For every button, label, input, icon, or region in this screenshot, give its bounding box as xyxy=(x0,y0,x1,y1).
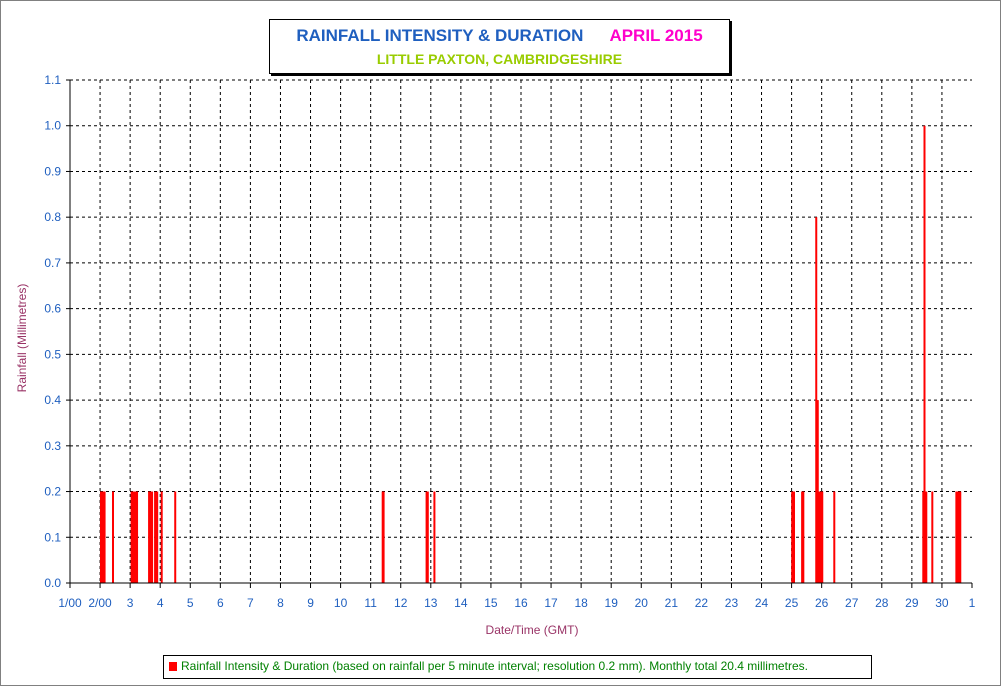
bar xyxy=(382,491,385,583)
x-tick-label: 1 xyxy=(969,596,976,610)
chart-title-main: RAINFALL INTENSITY & DURATION xyxy=(296,26,584,45)
y-tick-labels: 0.0 0.1 0.2 0.3 0.4 0.5 0.6 0.7 0.8 0.9 1.0 1.1 xyxy=(44,73,61,590)
x-axis-label: Date/Time (GMT) xyxy=(486,623,579,637)
x-tick-label: 19 xyxy=(605,596,619,610)
x-tick-label: 6 xyxy=(217,596,224,610)
x-tick-label: 7 xyxy=(247,596,254,610)
bar xyxy=(931,491,934,583)
chart-title-box: RAINFALL INTENSITY & DURATION APRIL 2015 … xyxy=(269,19,730,74)
bar xyxy=(156,491,159,583)
bar xyxy=(103,491,106,583)
y-axis-label: Rainfall (Millimetres) xyxy=(15,284,29,393)
x-tick-label: 9 xyxy=(307,596,314,610)
legend-swatch xyxy=(169,662,177,671)
x-tick-label: 16 xyxy=(514,596,528,610)
bar xyxy=(433,491,436,583)
chart-subtitle: LITTLE PAXTON, CAMBRIDGESHIRE xyxy=(376,51,623,67)
legend: Rainfall Intensity & Duration (based on … xyxy=(163,655,872,679)
bar xyxy=(959,491,962,583)
x-tick-label: 28 xyxy=(875,596,889,610)
bar xyxy=(793,491,796,583)
y-tick-label: 0.3 xyxy=(44,439,61,453)
bar xyxy=(802,491,805,583)
bar xyxy=(149,491,152,583)
bar xyxy=(134,491,137,583)
x-tick-label: 18 xyxy=(574,596,588,610)
bar xyxy=(174,491,177,583)
x-tick-label: 23 xyxy=(725,596,739,610)
y-tick-label: 1.0 xyxy=(44,119,61,133)
bar xyxy=(154,491,157,583)
bar xyxy=(151,491,154,583)
legend-label: Rainfall Intensity & Duration (based on … xyxy=(181,659,808,673)
y-tick-label: 0.4 xyxy=(44,393,61,407)
bar xyxy=(958,491,961,583)
bar xyxy=(955,491,958,583)
bar xyxy=(833,491,836,583)
bar xyxy=(136,491,139,583)
bar xyxy=(923,125,926,584)
bar xyxy=(821,491,824,583)
chart-title-month: APRIL 2015 xyxy=(609,26,703,45)
y-tick-label: 0.5 xyxy=(44,347,61,361)
x-tick-label: 25 xyxy=(785,596,799,610)
x-tick-label: 13 xyxy=(424,596,438,610)
bar xyxy=(111,491,114,583)
y-tick-label: 0.2 xyxy=(44,485,61,499)
x-tick-label: 30 xyxy=(935,596,949,610)
bar xyxy=(160,491,163,583)
y-tick-label: 0.8 xyxy=(44,210,61,224)
y-tick-label: 1.1 xyxy=(44,73,61,87)
bar xyxy=(426,491,429,583)
x-tick-label: 17 xyxy=(544,596,558,610)
bar xyxy=(922,491,925,583)
y-tick-label: 0.6 xyxy=(44,302,61,316)
x-tick-label: 11 xyxy=(364,596,377,610)
y-tick-label: 0.1 xyxy=(44,530,61,544)
x-tick-label: 24 xyxy=(755,596,769,610)
chart-title: RAINFALL INTENSITY & DURATION APRIL 2015 xyxy=(270,26,729,46)
y-tick-label: 0.0 xyxy=(44,576,61,590)
x-tick-label: 5 xyxy=(187,596,194,610)
x-tick-label: 22 xyxy=(695,596,709,610)
grid-lines xyxy=(70,79,972,583)
bar xyxy=(815,217,818,583)
bar xyxy=(425,491,428,583)
bar xyxy=(925,491,928,583)
x-tick-label: 14 xyxy=(454,596,468,610)
x-tick-label: 27 xyxy=(845,596,859,610)
axes xyxy=(66,79,973,588)
x-tick-label: 8 xyxy=(277,596,284,610)
x-tick-label: 10 xyxy=(334,596,348,610)
x-tick-label: 1/00 xyxy=(58,596,82,610)
x-tick-label: 29 xyxy=(905,596,919,610)
x-tick-label: 12 xyxy=(394,596,408,610)
x-tick-label: 26 xyxy=(815,596,829,610)
x-tick-labels: 1/00 2/00 3 4 5 6 7 8 9 10 11 12 13 14 15 16 17 18 19 20 21 2… xyxy=(58,596,975,610)
bar-series xyxy=(99,125,962,584)
y-tick-label: 0.7 xyxy=(44,256,61,270)
x-tick-label: 21 xyxy=(665,596,679,610)
x-tick-label: 2/00 xyxy=(88,596,112,610)
bar xyxy=(133,491,136,583)
bar xyxy=(132,491,135,583)
bar xyxy=(801,491,804,583)
x-tick-label: 4 xyxy=(157,596,164,610)
bar xyxy=(956,491,959,583)
y-tick-label: 0.9 xyxy=(44,164,61,178)
x-tick-label: 3 xyxy=(127,596,134,610)
x-tick-label: 20 xyxy=(635,596,649,610)
x-tick-label: 15 xyxy=(484,596,498,610)
